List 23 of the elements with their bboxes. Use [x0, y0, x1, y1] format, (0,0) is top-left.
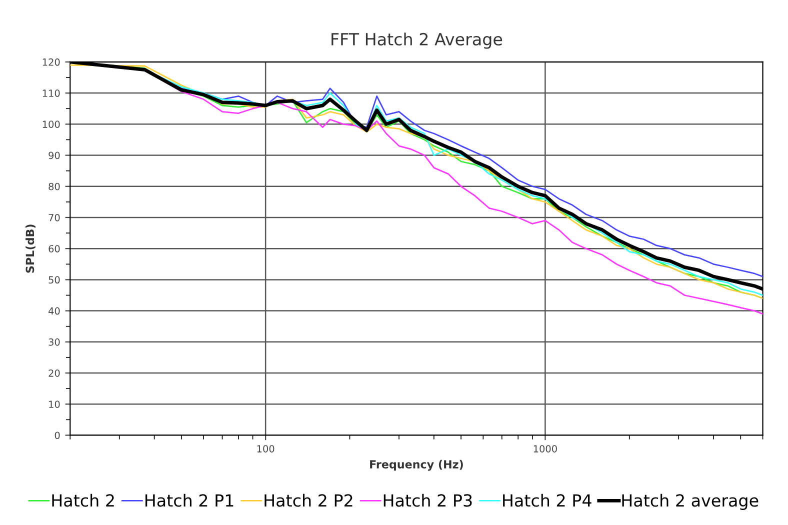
legend-label: Hatch 2 P2 [264, 494, 352, 507]
y-tick-label: 80 [48, 182, 60, 190]
y-tick-label: 50 [48, 276, 60, 284]
x-axis-title: Frequency (Hz) [370, 460, 463, 471]
y-tick-label: 60 [48, 245, 60, 252]
y-tick-label: 10 [49, 400, 60, 408]
y-axis-title: SPL(dB) [26, 224, 36, 273]
y-tick-label: 110 [42, 90, 60, 97]
y-tick-label: 90 [48, 152, 60, 160]
y-tick-label: 0 [54, 432, 60, 440]
legend-label: Hatch 2 P3 [384, 494, 472, 507]
y-tick-label: 30 [48, 338, 60, 346]
y-tick-label: 120 [42, 58, 60, 66]
y-tick-label: 100 [42, 120, 60, 128]
chart-title: FFT Hatch 2 Average [332, 32, 502, 49]
x-tick-label: 1000 [534, 445, 557, 452]
y-tick-label: 70 [48, 214, 60, 222]
legend-label: Hatch 2 [52, 494, 114, 507]
legend-label: Hatch 2 P4 [503, 494, 592, 507]
legend-label: Hatch 2 P1 [145, 494, 234, 507]
y-tick-label: 20 [48, 369, 60, 377]
legend-label: Hatch 2 average [622, 494, 758, 510]
y-tick-label: 40 [48, 307, 60, 315]
